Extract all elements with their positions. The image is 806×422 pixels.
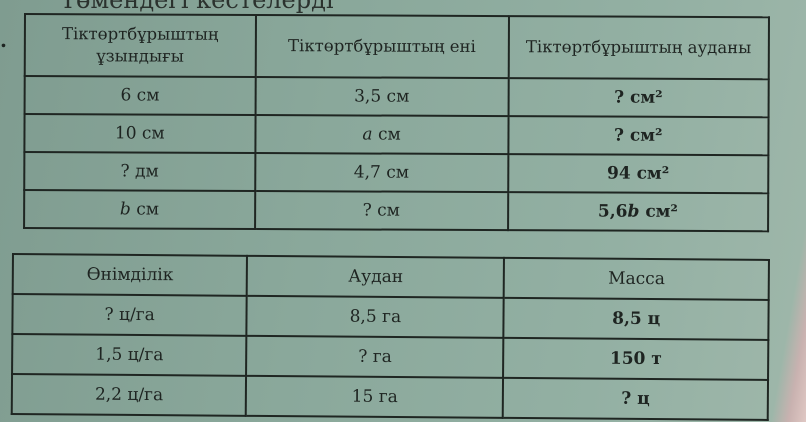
table-cell: 150 т [503, 337, 769, 380]
table-cell: b см [24, 190, 255, 230]
header-yield: Өнімділік [12, 254, 248, 296]
cell-prefix: 5,6 [597, 201, 628, 222]
table-cell: ? см² [508, 78, 769, 118]
cell-variable: a [362, 124, 373, 145]
header-area: Аудан [247, 255, 505, 298]
cell-text: ? ц/га [104, 304, 155, 326]
table-cell: 8,5 га [246, 295, 505, 338]
table-cell: ? ц [503, 377, 769, 420]
cell-variable: b [627, 201, 640, 222]
table-cell: 10 см [24, 114, 256, 154]
table-cell: 3,5 см [255, 77, 509, 117]
cell-text: 8,5 га [349, 306, 402, 328]
table-cell: 4,7 см [254, 153, 508, 193]
table-cell: 94 см² [507, 154, 769, 194]
yield-table: Өнімділік Аудан Масса ? ц/га 8,5 га 8,5 ц 1… [11, 253, 770, 421]
table-row: b см? см 5,6b см² [24, 190, 769, 232]
cell-text: 10 см [114, 123, 165, 144]
table-row: 10 см a см ? см² [24, 114, 769, 156]
header-mass: Масса [504, 257, 769, 300]
table-cell: ? га [246, 335, 504, 378]
table-header-row: Тіктөртбұрыштың ұзындығы Тіктөртбұрыштың… [24, 14, 769, 80]
table-row: 6 см 3,5 см ? см² [24, 76, 769, 118]
cell-text: ? га [358, 346, 392, 367]
table-cell: ? дм [24, 152, 256, 192]
table-cell: 1,5 ц/га [12, 334, 247, 376]
table-cell: 8,5 ц [503, 297, 769, 340]
table-row: ? дм 4,7 см 94 см² [24, 152, 769, 194]
table-row: 1,5 ц/га ? га 150 т [12, 334, 769, 380]
cell-text: 1,5 ц/га [95, 344, 164, 366]
cell-text: 150 т [609, 348, 662, 370]
rectangle-table: Тіктөртбұрыштың ұзындығы Тіктөртбұрыштың… [23, 13, 770, 232]
table-cell: 5,6b см² [507, 192, 769, 232]
exercise-heading: Төмендегі кестелерді [60, 0, 334, 14]
cell-text: 6 см [120, 85, 160, 106]
table-cell: ? см [254, 191, 508, 231]
cell-text: 8,5 ц [612, 308, 661, 330]
cell-text: ? дм [120, 161, 159, 182]
table-cell: 2,2 ц/га [11, 374, 247, 416]
cell-text: см [130, 199, 160, 220]
cell-text: см [372, 124, 401, 145]
table-cell: 6 см [24, 76, 256, 116]
cell-text: ? см [362, 200, 400, 221]
cell-text: см² [639, 201, 678, 222]
table-row: 2,2 ц/га 15 га ? ц [11, 374, 769, 420]
cell-variable: b [119, 199, 131, 220]
cell-text: 4,7 см [353, 162, 410, 183]
table-cell: ? см² [507, 116, 769, 156]
cell-text: 94 см² [606, 163, 670, 184]
cell-text: 3,5 см [354, 86, 410, 107]
header-width: Тіктөртбұрыштың ені [255, 15, 509, 79]
header-area: Тіктөртбұрыштың ауданы [508, 16, 769, 80]
table-cell: ? ц/га [12, 294, 248, 336]
header-length: Тіктөртбұрыштың ұзындығы [24, 14, 256, 78]
cell-text: ? см² [614, 87, 663, 108]
table-row: ? ц/га 8,5 га 8,5 ц [12, 294, 769, 340]
table-cell: 15 га [246, 375, 504, 418]
cell-text: 2,2 ц/га [94, 384, 164, 406]
cell-text: 15 га [351, 386, 398, 408]
table-cell: a см [255, 115, 509, 155]
table-header-row: Өнімділік Аудан Масса [12, 254, 769, 300]
cell-text: ? ц [621, 388, 650, 410]
cell-text: ? см² [613, 125, 663, 146]
exercise-number: . [0, 28, 7, 52]
